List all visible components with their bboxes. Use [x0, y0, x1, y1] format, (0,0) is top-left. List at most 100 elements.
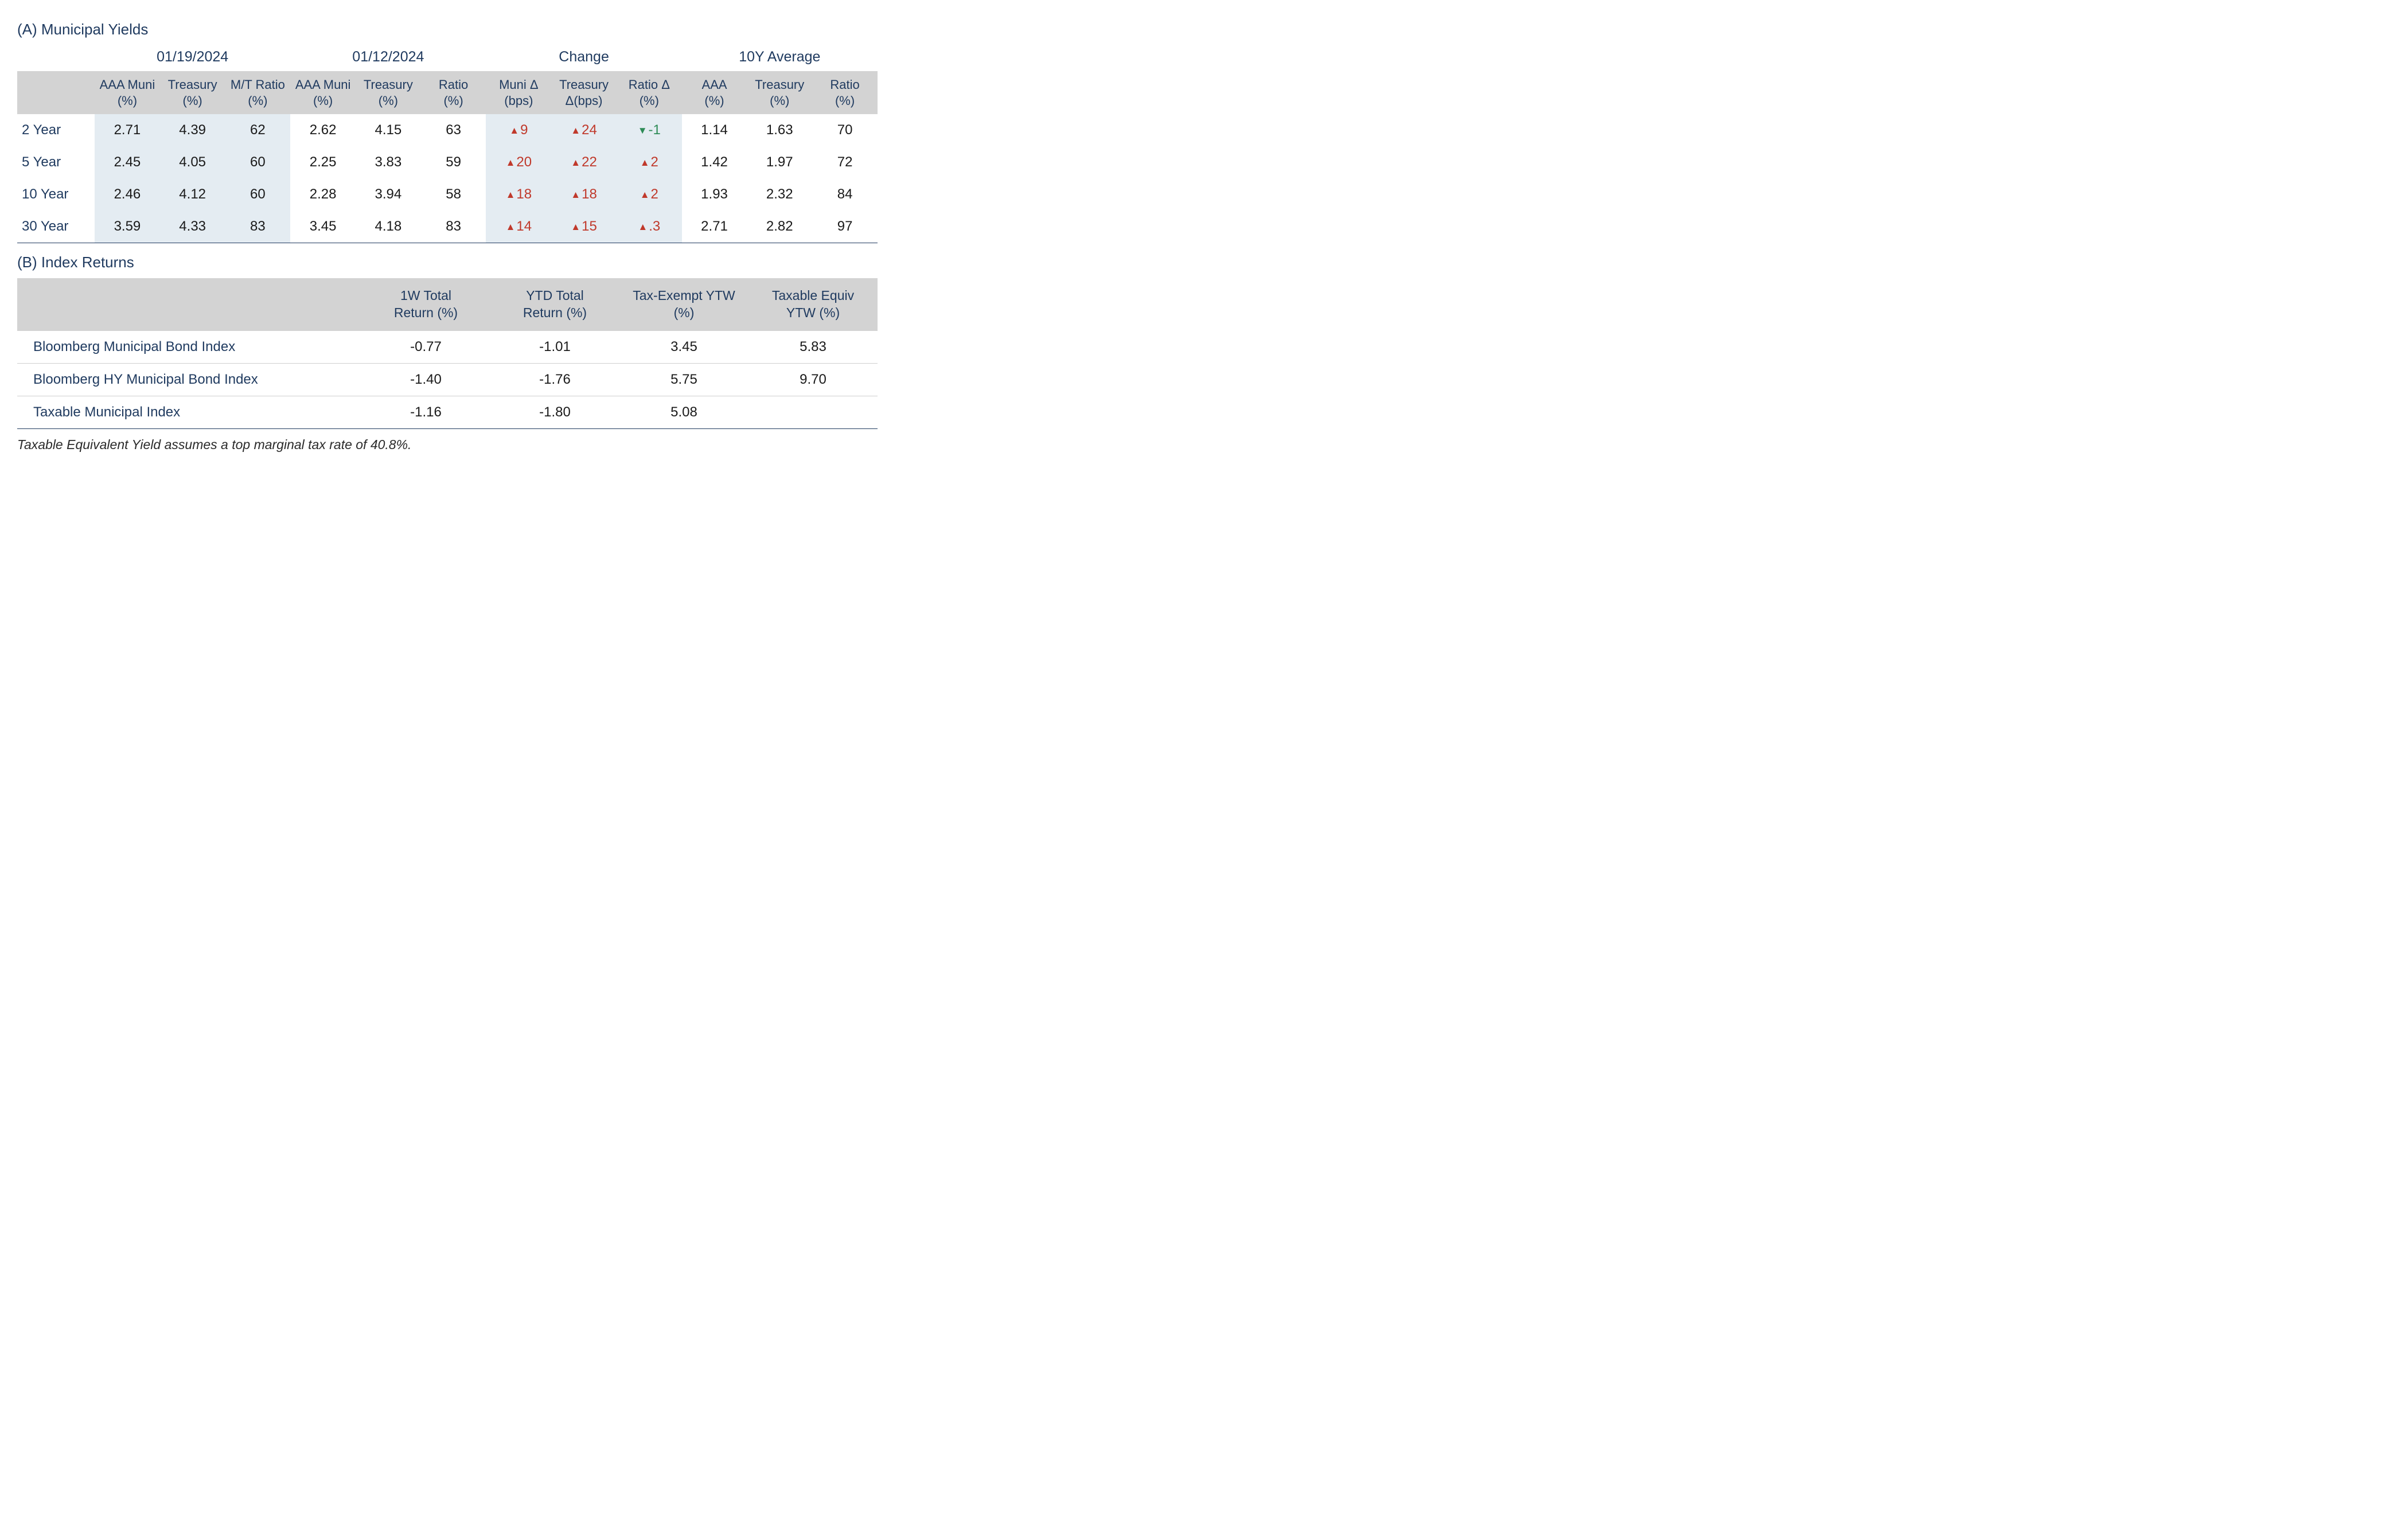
triangle-down-icon: ▼	[638, 125, 648, 137]
table-row: 2 Year2.714.39622.624.1563▲9▲24▼-11.141.…	[17, 114, 878, 146]
data-cell: 9.70	[748, 363, 878, 396]
data-cell: 3.45	[619, 331, 748, 364]
triangle-up-icon: ▲	[571, 221, 580, 233]
table-a-subheader: AAA Muni(%)	[290, 71, 356, 114]
data-cell: 4.33	[160, 210, 225, 243]
data-cell: 4.15	[356, 114, 421, 146]
data-cell: 2.82	[747, 210, 812, 243]
data-cell: -1.40	[361, 363, 490, 396]
data-cell: 62	[225, 114, 291, 146]
data-cell: ▲18	[551, 178, 617, 210]
triangle-up-icon: ▲	[506, 189, 516, 201]
data-cell: ▲.3	[617, 210, 682, 243]
data-cell: 83	[421, 210, 486, 243]
table-a-subheader: Ratio Δ(%)	[617, 71, 682, 114]
data-cell: 5.08	[619, 396, 748, 428]
data-cell: ▲24	[551, 114, 617, 146]
data-cell: 2.25	[290, 146, 356, 178]
triangle-up-icon: ▲	[640, 189, 650, 201]
data-cell: -0.77	[361, 331, 490, 364]
data-cell: 1.97	[747, 146, 812, 178]
table-a-group-header: 10Y Average	[682, 45, 878, 71]
data-cell: ▲2	[617, 178, 682, 210]
footnote: Taxable Equivalent Yield assumes a top m…	[17, 437, 878, 453]
data-cell	[748, 396, 878, 428]
data-cell: 2.62	[290, 114, 356, 146]
triangle-up-icon: ▲	[640, 157, 650, 169]
data-cell: 4.39	[160, 114, 225, 146]
data-cell: 1.63	[747, 114, 812, 146]
triangle-up-icon: ▲	[509, 125, 519, 137]
data-cell: 2.71	[682, 210, 747, 243]
municipal-yields-table: 01/19/202401/12/2024Change10Y AverageAAA…	[17, 45, 878, 243]
table-a-subheader: Treasury(%)	[356, 71, 421, 114]
data-cell: 83	[225, 210, 291, 243]
table-row: Bloomberg HY Municipal Bond Index-1.40-1…	[17, 363, 878, 396]
data-cell: 3.94	[356, 178, 421, 210]
table-a-group-header: Change	[486, 45, 681, 71]
data-cell: ▼-1	[617, 114, 682, 146]
triangle-up-icon: ▲	[506, 157, 516, 169]
table-a-subheader: TreasuryΔ(bps)	[551, 71, 617, 114]
table-a-group-header: 01/12/2024	[290, 45, 486, 71]
table-a-subheader: AAA Muni(%)	[95, 71, 160, 114]
table-row: Bloomberg Municipal Bond Index-0.77-1.01…	[17, 331, 878, 364]
data-cell: -1.80	[490, 396, 619, 428]
data-cell: 72	[812, 146, 878, 178]
table-a-subheader: M/T Ratio(%)	[225, 71, 291, 114]
table-row: 5 Year2.454.05602.253.8359▲20▲22▲21.421.…	[17, 146, 878, 178]
table-a-subheader: Treasury(%)	[160, 71, 225, 114]
data-cell: 84	[812, 178, 878, 210]
data-cell: 59	[421, 146, 486, 178]
table-a-subheader: AAA(%)	[682, 71, 747, 114]
table-b-header: 1W TotalReturn (%)	[361, 278, 490, 331]
data-cell: 2.71	[95, 114, 160, 146]
data-cell: 2.45	[95, 146, 160, 178]
data-cell: 1.93	[682, 178, 747, 210]
triangle-up-icon: ▲	[638, 221, 648, 233]
data-cell: ▲14	[486, 210, 551, 243]
table-b-header: YTD TotalReturn (%)	[490, 278, 619, 331]
row-label: 10 Year	[17, 178, 95, 210]
row-label: Bloomberg Municipal Bond Index	[17, 331, 361, 364]
data-cell: ▲15	[551, 210, 617, 243]
table-b-header: Tax-Exempt YTW(%)	[619, 278, 748, 331]
report-container: (A) Municipal Yields 01/19/202401/12/202…	[17, 21, 878, 453]
row-label: 2 Year	[17, 114, 95, 146]
data-cell: ▲22	[551, 146, 617, 178]
table-b-header: Taxable EquivYTW (%)	[748, 278, 878, 331]
table-a-subheader-blank	[17, 71, 95, 114]
table-a-subheader: Treasury(%)	[747, 71, 812, 114]
row-label: 30 Year	[17, 210, 95, 243]
data-cell: -1.01	[490, 331, 619, 364]
data-cell: 3.83	[356, 146, 421, 178]
data-cell: 58	[421, 178, 486, 210]
data-cell: -1.76	[490, 363, 619, 396]
table-row: Taxable Municipal Index-1.16-1.805.08	[17, 396, 878, 428]
data-cell: 2.32	[747, 178, 812, 210]
section-b-title: (B) Index Returns	[17, 254, 878, 271]
table-a-subheader: Ratio(%)	[421, 71, 486, 114]
data-cell: 3.59	[95, 210, 160, 243]
data-cell: 3.45	[290, 210, 356, 243]
data-cell: ▲2	[617, 146, 682, 178]
data-cell: 1.14	[682, 114, 747, 146]
table-a-group-header: 01/19/2024	[95, 45, 290, 71]
data-cell: ▲20	[486, 146, 551, 178]
data-cell: 70	[812, 114, 878, 146]
data-cell: 5.83	[748, 331, 878, 364]
table-b-header-blank	[17, 278, 361, 331]
data-cell: 1.42	[682, 146, 747, 178]
data-cell: ▲18	[486, 178, 551, 210]
data-cell: 2.28	[290, 178, 356, 210]
data-cell: 4.18	[356, 210, 421, 243]
data-cell: 4.05	[160, 146, 225, 178]
triangle-up-icon: ▲	[506, 221, 516, 233]
row-label: Bloomberg HY Municipal Bond Index	[17, 363, 361, 396]
data-cell: 60	[225, 178, 291, 210]
row-label: 5 Year	[17, 146, 95, 178]
data-cell: ▲9	[486, 114, 551, 146]
table-a-corner-blank	[17, 45, 95, 71]
table-a-subheader: Ratio(%)	[812, 71, 878, 114]
index-returns-table: 1W TotalReturn (%)YTD TotalReturn (%)Tax…	[17, 278, 878, 429]
